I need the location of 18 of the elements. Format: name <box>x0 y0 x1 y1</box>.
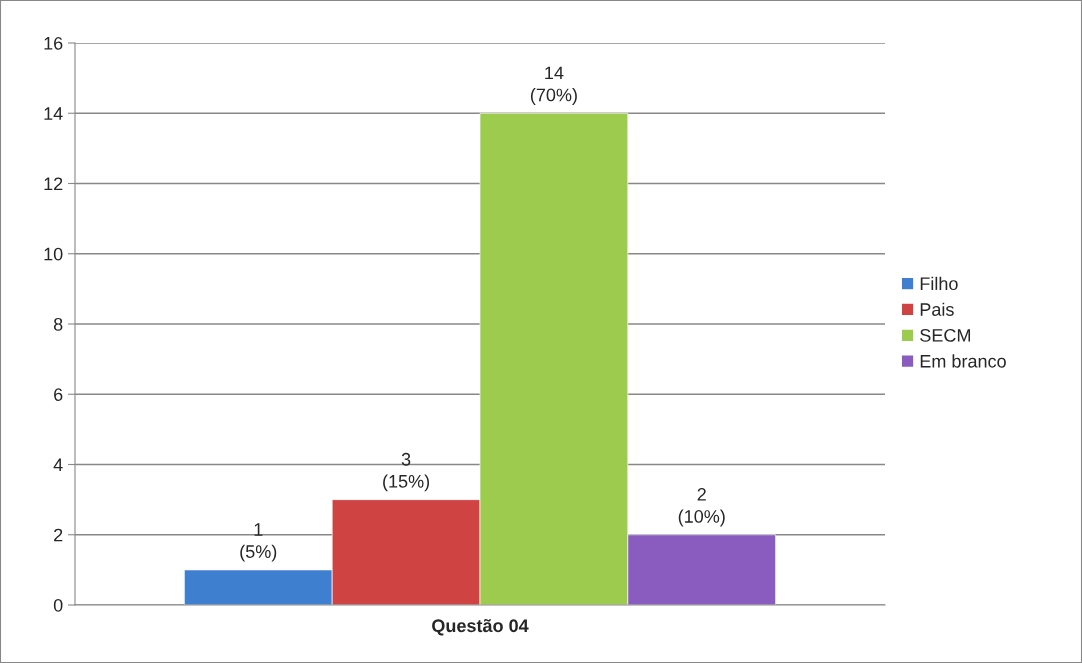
x-tick-label: Questão 04 <box>432 618 529 636</box>
y-tick-label: 4 <box>53 458 63 472</box>
y-tick-label: 8 <box>53 317 63 331</box>
legend-label: Em branco <box>920 354 1006 368</box>
data-label: 14 (70%) <box>530 66 577 105</box>
y-tick-label: 10 <box>44 247 63 261</box>
legend-label: Pais <box>920 302 954 316</box>
y-tick-label: 6 <box>54 388 63 401</box>
legend-label: SECM <box>920 328 970 342</box>
y-tick-label: 16 <box>44 36 63 50</box>
data-label: 1 (5%) <box>240 523 277 562</box>
legend-label: Filho <box>920 276 958 291</box>
y-tick-label: 2 <box>54 528 63 542</box>
y-tick-label: 12 <box>44 177 63 191</box>
y-tick-label: 0 <box>53 598 63 612</box>
y-tick-label: 14 <box>44 107 63 120</box>
data-label: 3 (15%) <box>383 452 430 492</box>
data-label: 2 (10%) <box>678 488 725 527</box>
